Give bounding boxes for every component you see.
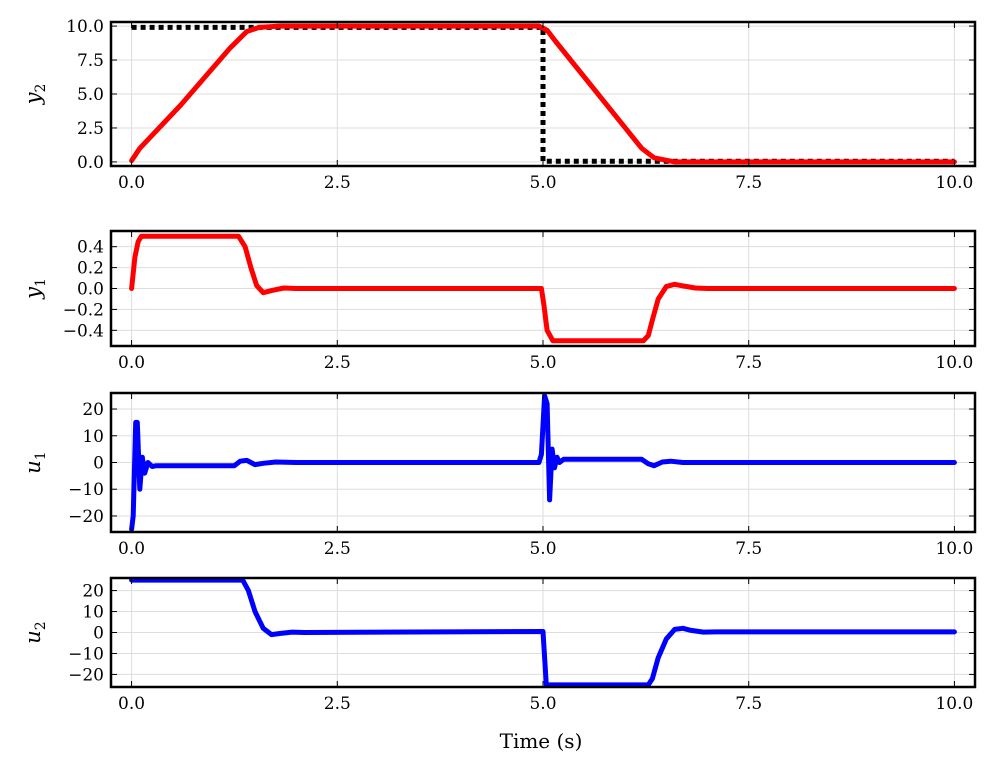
y-axis-label: y1 (21, 278, 49, 300)
series-line-response (129, 233, 957, 344)
panel-1: 0.0 2.5 5.0 7.5 10.0 0.0 2.5 5.0 7.5 10.0 y2 (21, 17, 977, 193)
y-tick-label: 0 (93, 624, 104, 644)
panel-2: 0.0 2.5 5.0 7.5 10.0−0.4−0.20.00.20.4y1 (21, 229, 977, 373)
y-tick-label: 0.2 (77, 259, 104, 279)
x-tick-label: 5.0 (529, 173, 556, 193)
y-tick-label: −10 (68, 644, 104, 664)
y-tick-label: 20 (82, 400, 104, 420)
y-axis-label: u1 (21, 451, 49, 473)
y-tick-label: −20 (68, 507, 104, 527)
x-tick-label: 7.5 (735, 694, 762, 714)
x-tick-label: 7.5 (735, 353, 762, 373)
y-tick-label: 7.5 (77, 51, 104, 71)
x-tick-label: 0.0 (118, 353, 145, 373)
x-tick-label: 10.0 (935, 694, 973, 714)
y-tick-label: 10 (82, 427, 104, 447)
y-tick-label: −20 (68, 665, 104, 685)
x-tick-label: 7.5 (735, 173, 762, 193)
x-tick-label: 0.0 (118, 694, 145, 714)
x-tick-label: 0.0 (118, 173, 145, 193)
panel-3: 0.0 2.5 5.0 7.5 10.0 −20 −10 0 10 20 u1 (21, 391, 977, 559)
x-tick-label: 2.5 (324, 539, 351, 559)
x-tick-label: 7.5 (735, 539, 762, 559)
x-tick-label: 0.0 (118, 539, 145, 559)
y-tick-label: 20 (82, 582, 104, 602)
y-tick-label: 2.5 (77, 119, 104, 139)
y-tick-label: 0.0 (77, 153, 104, 173)
y-axis-label: y2 (21, 84, 49, 106)
x-tick-label: 2.5 (324, 173, 351, 193)
y-tick-label: 0 (93, 454, 104, 474)
x-tick-label: 10.0 (935, 353, 973, 373)
y-tick-label: 10 (82, 603, 104, 623)
y-tick-label: 0.0 (77, 280, 104, 300)
x-tick-label: 2.5 (324, 694, 351, 714)
x-tick-label: 5.0 (529, 694, 556, 714)
y-tick-label: 5.0 (77, 85, 104, 105)
x-tick-label: 10.0 (935, 173, 973, 193)
series-line-input (129, 578, 957, 687)
x-tick-label: 5.0 (529, 539, 556, 559)
y-tick-label: 10.0 (66, 17, 104, 37)
x-tick-label: 10.0 (935, 539, 973, 559)
y-tick-label: −10 (68, 480, 104, 500)
y-tick-label: −0.4 (63, 321, 104, 341)
x-axis-title: Time (s) (500, 729, 583, 753)
y-tick-label: 0.4 (77, 238, 104, 258)
x-tick-label: 5.0 (529, 353, 556, 373)
y-tick-label: −0.2 (63, 300, 104, 320)
series-line-response (129, 23, 957, 165)
y-axis-label: u2 (21, 621, 49, 643)
series-line-input (129, 393, 957, 532)
x-tick-label: 2.5 (324, 353, 351, 373)
